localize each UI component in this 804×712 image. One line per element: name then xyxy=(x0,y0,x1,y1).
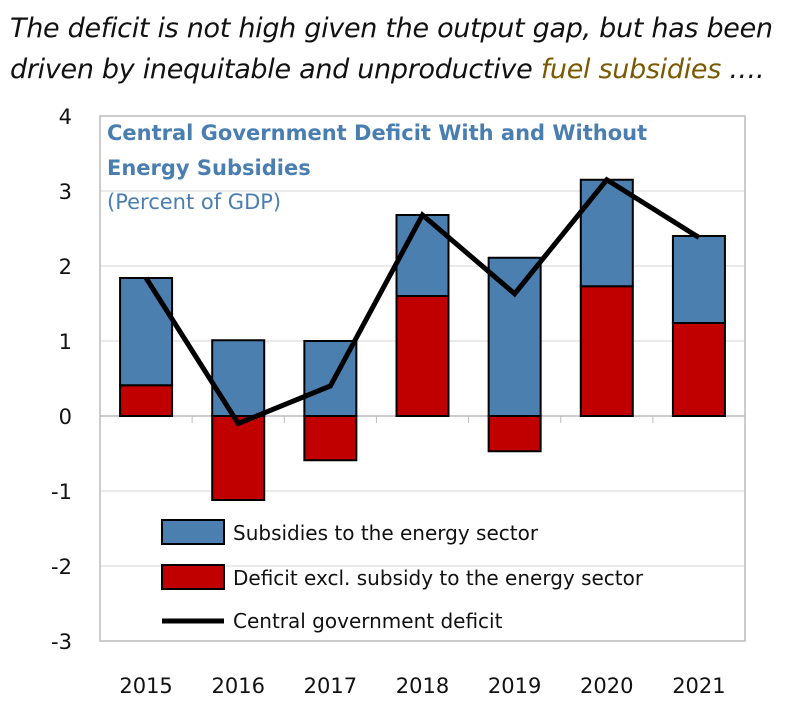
bar-deficit-excl-2015 xyxy=(119,384,174,417)
chart-subtitle: (Percent of GDP) xyxy=(107,190,281,214)
bar-subsidies-2018 xyxy=(395,214,450,297)
bar-deficit-excl-2016 xyxy=(211,415,266,501)
x-tick-label: 2021 xyxy=(672,674,725,698)
headline-text: The deficit is not high given the output… xyxy=(10,13,773,85)
y-tick-label: 0 xyxy=(59,405,72,429)
bar-subsidies-2019 xyxy=(487,256,542,417)
x-tick-label: 2020 xyxy=(580,674,633,698)
y-tick-label: 3 xyxy=(59,180,72,204)
legend: Subsidies to the energy sector Deficit e… xyxy=(161,519,644,633)
legend-label-deficit-line: Central government deficit xyxy=(233,609,503,633)
legend-swatch-deficit-excl xyxy=(161,564,225,590)
x-tick-label: 2016 xyxy=(211,674,264,698)
y-tick-label: -3 xyxy=(51,630,72,654)
bar-deficit-excl-2018 xyxy=(395,295,450,417)
bar-deficit-excl-2019 xyxy=(487,415,542,453)
legend-swatch-subsidies xyxy=(161,519,225,545)
bar-deficit-excl-2021 xyxy=(671,322,726,417)
bar-subsidies-2020 xyxy=(579,178,634,288)
y-tick-label: 1 xyxy=(59,330,72,354)
y-tick-label: 2 xyxy=(59,255,72,279)
bar-subsidies-2021 xyxy=(671,235,726,324)
headline-highlight: fuel subsidies xyxy=(540,54,722,85)
y-tick-label: -2 xyxy=(51,555,72,579)
legend-label-deficit-excl: Deficit excl. subsidy to the energy sect… xyxy=(233,566,644,590)
headline-tail: …. xyxy=(721,54,765,85)
chart-title-line-1: Central Government Deficit With and With… xyxy=(107,121,647,145)
y-tick-label: -1 xyxy=(51,480,72,504)
y-tick-label: 4 xyxy=(59,105,72,129)
chart-title-line-2: Energy Subsidies xyxy=(107,156,311,180)
bar-deficit-excl-2020 xyxy=(579,285,634,417)
x-tick-label: 2018 xyxy=(396,674,449,698)
plot-frame xyxy=(99,115,746,642)
x-tick-label: 2017 xyxy=(304,674,357,698)
headline: The deficit is not high given the output… xyxy=(10,8,800,90)
legend-label-subsidies: Subsidies to the energy sector xyxy=(233,521,539,545)
bar-deficit-excl-2017 xyxy=(303,415,358,462)
bar-subsidies-2016 xyxy=(211,339,266,417)
x-tick-label: 2019 xyxy=(488,674,541,698)
bar-subsidies-2015 xyxy=(119,277,174,387)
x-tick-label: 2015 xyxy=(119,674,172,698)
